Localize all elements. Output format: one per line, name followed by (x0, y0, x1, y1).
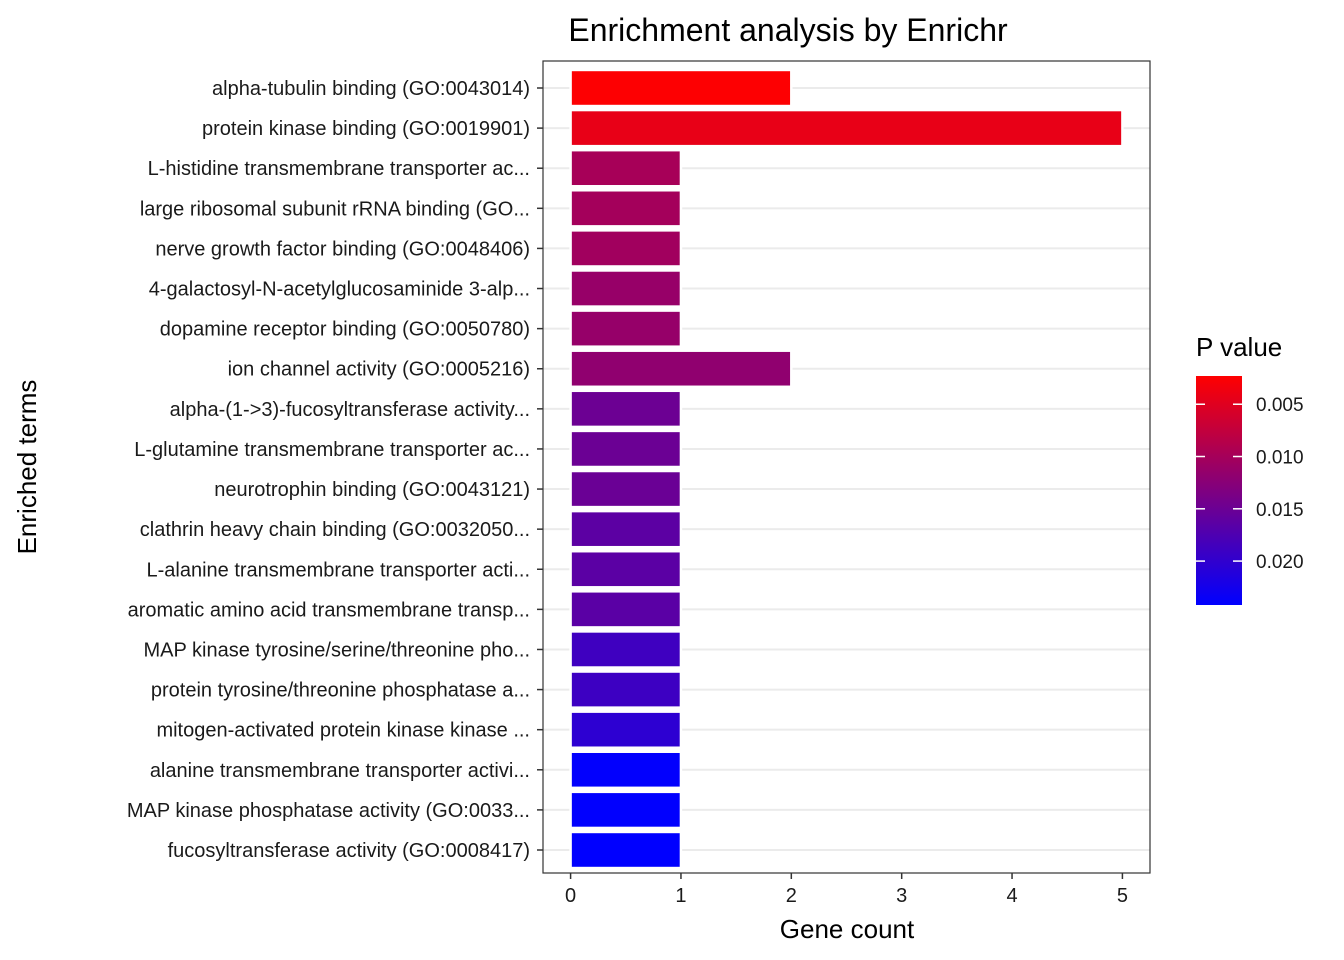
bar (569, 189, 683, 228)
x-tick-label: 3 (896, 885, 907, 907)
chart-title: Enrichment analysis by Enrichr (568, 12, 1008, 48)
x-tick-label: 1 (675, 885, 686, 907)
bar (569, 710, 683, 749)
panel-border (542, 60, 1151, 874)
y-tick-label: L-glutamine transmembrane transporter ac… (134, 439, 530, 461)
bars (569, 68, 1124, 870)
bar (569, 108, 1124, 148)
bar (569, 750, 683, 790)
y-tick-label: protein kinase binding (GO:0019901) (202, 118, 530, 140)
y-tick-label: aromatic amino acid transmembrane transp… (128, 599, 530, 621)
y-tick-label: 4-galactosyl-N-acetylglucosaminide 3-alp… (149, 279, 530, 301)
legend-ticks: 0.005 0.010 0.015 0.020 (1196, 395, 1304, 573)
x-tick-label: 2 (786, 885, 797, 907)
x-tick-label: 5 (1117, 885, 1128, 907)
y-tick-label: dopamine receptor binding (GO:0050780) (160, 319, 530, 341)
x-axis-title: Gene count (780, 914, 915, 944)
y-tick-label: protein tyrosine/threonine phosphatase a… (151, 680, 530, 702)
bar (569, 630, 683, 669)
legend-tick-label: 0.005 (1256, 395, 1304, 416)
y-tick-label: large ribosomal subunit rRNA binding (GO… (140, 198, 530, 220)
y-tick-label: MAP kinase phosphatase activity (GO:0033… (127, 800, 530, 822)
bar (569, 790, 683, 830)
bar (569, 148, 683, 188)
y-tick-label: mitogen-activated protein kinase kinase … (156, 720, 530, 742)
y-tick-label: fucosyltransferase activity (GO:0008417) (168, 840, 530, 862)
bar (569, 269, 683, 308)
x-tick-label: 0 (565, 885, 576, 907)
bar (569, 590, 683, 629)
legend-tick-label: 0.010 (1256, 448, 1304, 469)
bar (569, 389, 683, 429)
y-tick-label: MAP kinase tyrosine/serine/threonine pho… (143, 639, 530, 661)
bar (569, 309, 683, 348)
bar (569, 229, 683, 268)
legend-tick-label: 0.015 (1256, 500, 1304, 521)
bar (569, 429, 683, 469)
legend-colorbar (1196, 376, 1242, 605)
y-tick-label: nerve growth factor binding (GO:0048406) (155, 238, 530, 260)
bar (569, 349, 793, 389)
x-axis: 0 1 2 3 4 5 (565, 873, 1128, 907)
y-tick-label: L-histidine transmembrane transporter ac… (148, 158, 530, 180)
legend-title: P value (1196, 332, 1282, 362)
y-axis: alpha-tubulin binding (GO:0043014) protei… (127, 78, 543, 862)
y-tick-label: L-alanine transmembrane transporter acti… (146, 559, 530, 581)
bar (569, 68, 793, 108)
bar (569, 469, 683, 509)
bar (569, 830, 683, 870)
x-tick-label: 4 (1006, 885, 1017, 907)
legend-tick-label: 0.020 (1256, 552, 1304, 573)
bar (569, 549, 683, 589)
y-axis-title: Enriched terms (12, 380, 42, 555)
y-tick-label: clathrin heavy chain binding (GO:0032050… (140, 519, 530, 541)
legend: P value 0.005 0.010 0.015 0.020 (1196, 332, 1304, 605)
y-tick-label: alanine transmembrane transporter activi… (150, 760, 530, 782)
y-tick-label: ion channel activity (GO:0005216) (228, 359, 530, 381)
y-tick-label: neurotrophin binding (GO:0043121) (214, 479, 530, 501)
y-tick-label: alpha-(1->3)-fucosyltransferase activity… (170, 399, 530, 421)
bar (569, 509, 683, 549)
bar (569, 670, 683, 709)
y-tick-label: alpha-tubulin binding (GO:0043014) (212, 78, 530, 100)
